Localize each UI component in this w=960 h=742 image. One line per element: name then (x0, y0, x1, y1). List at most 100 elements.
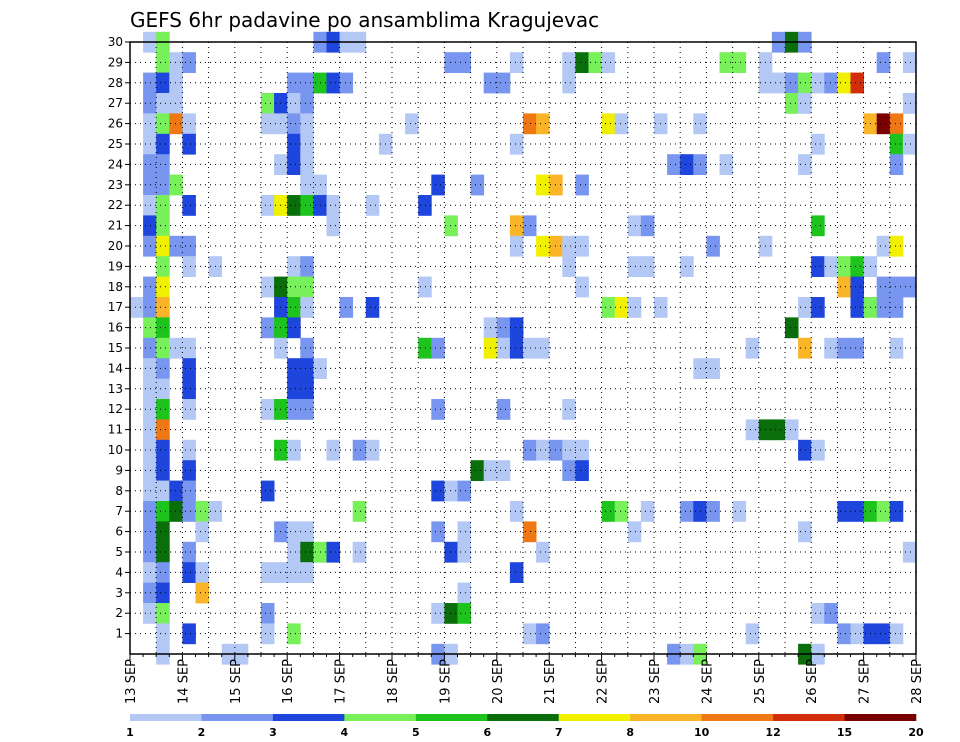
heatmap-cell (523, 521, 537, 543)
heatmap-cell (496, 399, 511, 420)
heatmap-cell (261, 399, 275, 420)
heatmap-cell (798, 521, 812, 543)
x-tick-label: 20 SEP (491, 659, 506, 704)
heatmap-cell (156, 603, 170, 624)
heatmap-cell (156, 337, 170, 359)
heatmap-cell (575, 52, 589, 73)
heatmap-cell (536, 337, 550, 359)
heatmap-cell (889, 154, 904, 175)
heatmap-cell (536, 113, 550, 135)
heatmap-cell (601, 113, 616, 135)
heatmap-cell (431, 399, 445, 420)
colorbar-label: 5 (412, 726, 420, 739)
heatmap-cell (300, 562, 314, 583)
heatmap-cell (169, 480, 183, 502)
heatmap-cells (130, 31, 917, 665)
y-tick-label: 5 (115, 545, 123, 559)
heatmap-cell (261, 195, 275, 216)
heatmap-cell (627, 215, 642, 237)
heatmap-cell (156, 419, 170, 441)
heatmap-cell (889, 276, 904, 298)
heatmap-cell (785, 419, 799, 441)
heatmap-cell (156, 72, 170, 94)
colorbar-label: 12 (765, 726, 780, 739)
heatmap-cell (431, 480, 445, 502)
heatmap-cell (902, 133, 917, 155)
heatmap-cell (536, 623, 550, 645)
heatmap-cell (824, 337, 838, 359)
heatmap-cell (156, 582, 170, 604)
heatmap-cell (785, 72, 799, 94)
heatmap-cell (575, 174, 589, 196)
heatmap-cell (287, 93, 301, 114)
heatmap-cell (889, 501, 904, 522)
heatmap-cell (640, 501, 655, 522)
heatmap-cell (143, 93, 157, 114)
heatmap-cell (169, 501, 183, 522)
heatmap-cell (143, 439, 157, 461)
heatmap-cell (287, 399, 301, 420)
heatmap-cell (143, 215, 157, 237)
heatmap-cell (523, 337, 537, 359)
heatmap-cell (837, 337, 851, 359)
heatmap-cell (261, 562, 275, 583)
heatmap-cell (156, 52, 170, 73)
x-tick-label: 14 SEP (176, 659, 191, 704)
colorbar-label: 3 (269, 726, 277, 739)
heatmap-cell (261, 113, 275, 135)
y-tick-label: 3 (115, 586, 123, 600)
colorbar-swatch (558, 714, 631, 721)
heatmap-cell (850, 501, 864, 522)
y-tick-label: 20 (108, 239, 123, 253)
x-tick-label: 17 SEP (334, 659, 349, 704)
heatmap-cell (195, 582, 209, 604)
heatmap-cell (457, 521, 471, 543)
x-tick-label: 15 SEP (229, 659, 244, 704)
y-tick-label: 13 (108, 382, 123, 396)
colorbar-label: 7 (555, 726, 563, 739)
heatmap-cell (837, 256, 851, 277)
y-tick-label: 11 (108, 423, 123, 437)
heatmap-cell (143, 276, 157, 298)
heatmap-cell (811, 72, 825, 94)
heatmap-cell (300, 113, 314, 135)
y-tick-label: 27 (108, 96, 123, 110)
heatmap-cell (667, 154, 681, 175)
heatmap-cell (143, 460, 157, 481)
y-tick-label: 15 (108, 341, 123, 355)
y-tick-label: 19 (108, 259, 123, 273)
heatmap-cell (300, 154, 314, 175)
heatmap-cell (627, 521, 642, 543)
heatmap-cell (143, 521, 157, 543)
heatmap-cell (339, 297, 354, 318)
y-tick-label: 28 (108, 76, 123, 90)
heatmap-cell (182, 439, 196, 461)
heatmap-cell (143, 195, 157, 216)
heatmap-cell (287, 521, 301, 543)
heatmap-cell (811, 133, 825, 155)
heatmap-cell (640, 215, 655, 237)
heatmap-cell (771, 419, 786, 441)
heatmap-cell (614, 113, 629, 135)
heatmap-cell (601, 52, 616, 73)
colorbar-swatch (130, 714, 202, 721)
heatmap-cell (824, 72, 838, 94)
heatmap-cell (496, 337, 511, 359)
y-tick-label: 8 (115, 484, 123, 498)
heatmap-cell (182, 235, 196, 257)
heatmap-cell (457, 582, 471, 604)
heatmap-cell (300, 378, 314, 400)
heatmap-cell (509, 52, 524, 73)
heatmap-cell (575, 276, 589, 298)
heatmap-cell (811, 256, 825, 277)
colorbar-label: 15 (837, 726, 852, 739)
heatmap-cell (169, 52, 183, 73)
heatmap-cell (143, 358, 157, 379)
heatmap-cell (876, 501, 891, 522)
heatmap-cell (457, 480, 471, 502)
heatmap-cell (156, 358, 170, 379)
heatmap-cell (326, 541, 340, 563)
heatmap-cell (798, 93, 812, 114)
heatmap-cell (182, 541, 196, 563)
y-tick-label: 7 (115, 504, 123, 518)
